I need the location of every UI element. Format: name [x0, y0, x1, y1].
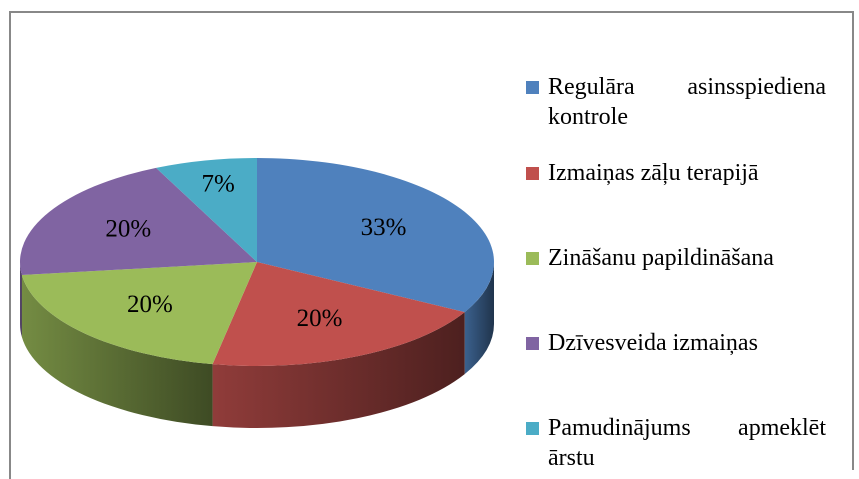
pie-slice	[21, 262, 257, 365]
data-label: 20%	[105, 216, 151, 243]
legend-label: Dzīvesveida izmaiņas	[548, 330, 758, 356]
legend-swatch	[526, 167, 539, 180]
legend-swatch	[526, 337, 539, 350]
legend-label: Regulāra asinsspiediena kontrole	[548, 74, 826, 130]
pie-slice-side	[464, 262, 494, 375]
legend-swatch	[526, 81, 539, 94]
legend-label: Zināšanu papildināšana	[548, 245, 774, 271]
pie-slice	[212, 262, 465, 366]
pie-slice	[156, 158, 257, 262]
data-label: 20%	[127, 291, 173, 318]
data-label: 33%	[361, 214, 407, 241]
legend-swatch	[526, 422, 539, 435]
pie-slice	[257, 158, 495, 313]
pie-slice-side	[21, 275, 213, 427]
data-label: 20%	[297, 305, 343, 332]
legend-swatch	[526, 252, 539, 265]
legend-label: Pamudinājums apmeklēt ārstu	[548, 415, 826, 471]
chart-border	[9, 11, 854, 479]
pie-slice-side	[212, 312, 465, 428]
legend-label: Izmaiņas zāļu terapijā	[548, 160, 759, 186]
data-label: 7%	[202, 171, 235, 198]
pie-slice	[19, 167, 257, 276]
pie-slice-side	[20, 262, 22, 338]
